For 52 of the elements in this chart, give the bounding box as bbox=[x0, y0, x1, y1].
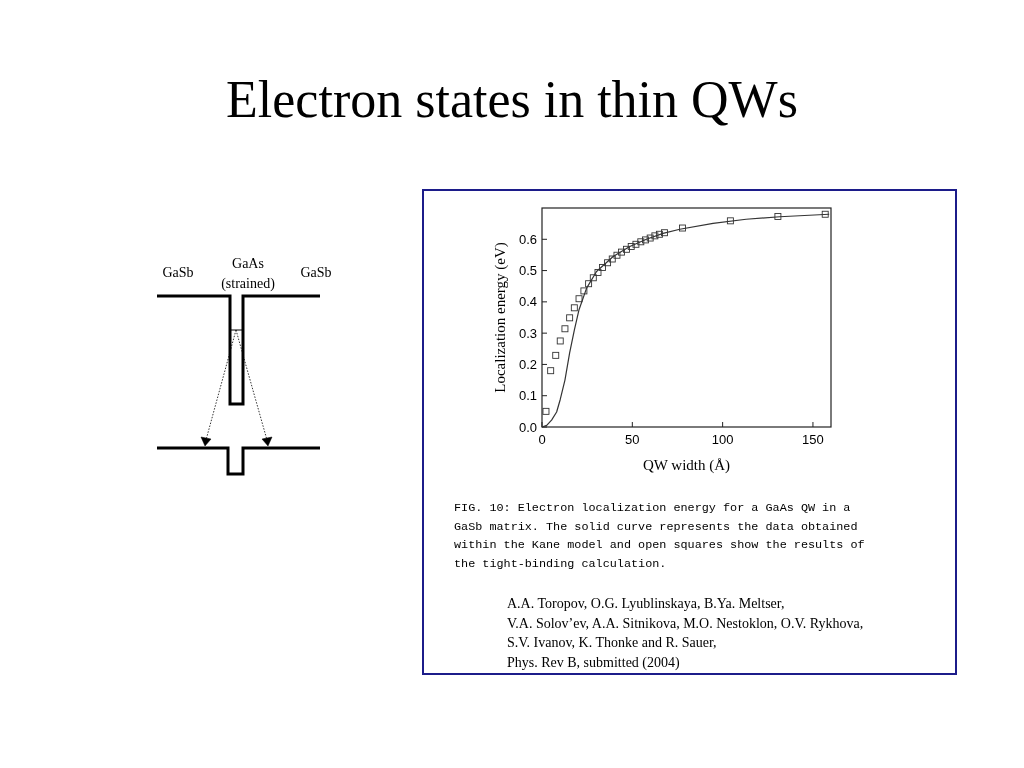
point bbox=[604, 259, 612, 267]
point bbox=[608, 255, 616, 263]
x-tick-label: 0 bbox=[538, 432, 546, 447]
x-axis-title: QW width (Å) bbox=[642, 457, 731, 474]
text: GaAs bbox=[232, 256, 264, 271]
y-tick-label: 0.2 bbox=[518, 356, 537, 372]
point bbox=[618, 248, 625, 256]
y-tick-label: 0.1 bbox=[518, 388, 537, 404]
point bbox=[542, 407, 550, 415]
text: GaSb bbox=[300, 265, 332, 280]
x-tick-label: 100 bbox=[711, 432, 734, 447]
y-tick-label: 0.3 bbox=[518, 325, 537, 341]
point bbox=[570, 304, 578, 312]
point bbox=[594, 269, 602, 276]
y-tick-label: 0.6 bbox=[518, 231, 537, 247]
text: A.A. Toropov, O.G. Lyublinskaya, B.Ya. Meltser, bbox=[507, 596, 785, 611]
x-tick-label: 150 bbox=[802, 432, 824, 447]
point bbox=[623, 245, 630, 253]
point bbox=[637, 238, 645, 246]
point bbox=[726, 217, 734, 225]
text: (strained) bbox=[221, 276, 276, 292]
text: Phys. Rev B, submitted (2004) bbox=[507, 654, 681, 671]
point bbox=[661, 229, 668, 237]
point bbox=[627, 243, 635, 250]
y-tick-label: 0.4 bbox=[518, 294, 537, 310]
x-tick-label: 50 bbox=[625, 432, 640, 447]
point bbox=[651, 232, 659, 240]
point bbox=[552, 351, 560, 359]
point bbox=[556, 337, 564, 345]
point bbox=[646, 234, 654, 242]
point bbox=[580, 287, 588, 295]
text: S.V. Ivanov, K. Thonke and R. Sauer, bbox=[507, 635, 717, 650]
point bbox=[642, 236, 649, 244]
y-axis-title: Localization energy (eV) bbox=[492, 242, 509, 393]
point bbox=[561, 325, 569, 333]
text: V.A. Solov’ev, A.A. Sitnikova, M.O. Nestoklon, O.V. Rykhova, bbox=[507, 615, 864, 631]
point bbox=[547, 367, 555, 375]
point bbox=[585, 280, 593, 288]
chart-title: Electron states in thin QWs bbox=[226, 71, 798, 128]
caption: FIG. 10: Electron localization energy for a GaAs QW in a GaSb matrix. The solid curve represents the data obtained within the Kane model and open squares show the results of the tight-binding calculation. bbox=[454, 501, 865, 572]
point bbox=[821, 210, 829, 218]
point bbox=[566, 314, 574, 322]
point bbox=[655, 230, 663, 238]
point bbox=[575, 295, 583, 303]
text: GaSb bbox=[162, 265, 194, 280]
point bbox=[632, 240, 640, 248]
point bbox=[613, 251, 621, 259]
point bbox=[774, 213, 782, 220]
y-tick-label: 0.0 bbox=[518, 419, 537, 435]
point bbox=[679, 224, 686, 232]
y-tick-label: 0.5 bbox=[518, 263, 537, 279]
point bbox=[589, 274, 597, 282]
